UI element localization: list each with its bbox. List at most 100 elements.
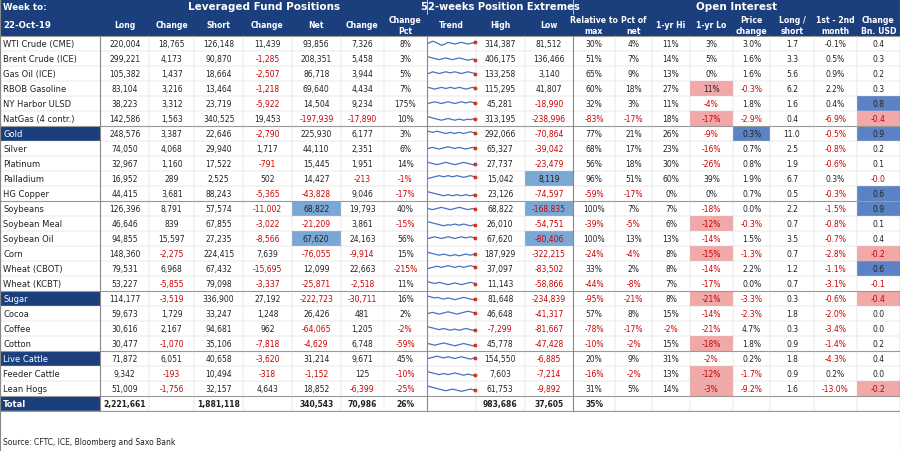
Text: 2.2: 2.2: [786, 205, 798, 213]
Text: 3,387: 3,387: [161, 130, 183, 139]
Text: -3%: -3%: [704, 384, 719, 393]
Text: 1.8%: 1.8%: [742, 339, 761, 348]
Text: 70,986: 70,986: [347, 399, 377, 408]
Text: 9%: 9%: [627, 70, 640, 79]
Text: -4%: -4%: [704, 100, 719, 109]
Text: 292,066: 292,066: [484, 130, 516, 139]
Text: -23,479: -23,479: [535, 160, 563, 169]
Text: 0.2%: 0.2%: [825, 369, 845, 378]
Text: 33,247: 33,247: [205, 309, 232, 318]
Text: Wheat (KCBT): Wheat (KCBT): [3, 279, 61, 288]
Text: 4,068: 4,068: [161, 145, 183, 154]
Bar: [857, 97, 900, 112]
Text: 8%: 8%: [627, 309, 639, 318]
Text: 0%: 0%: [706, 189, 717, 198]
Text: -4.3%: -4.3%: [824, 354, 846, 363]
Text: 26,010: 26,010: [487, 220, 514, 229]
Text: 0.2%: 0.2%: [742, 354, 761, 363]
Text: 26,426: 26,426: [303, 309, 329, 318]
Text: 3,216: 3,216: [161, 85, 183, 94]
Text: 1,881,118: 1,881,118: [197, 399, 240, 408]
Text: -12%: -12%: [702, 220, 721, 229]
Text: 16,952: 16,952: [112, 175, 138, 184]
Text: 51%: 51%: [626, 175, 642, 184]
Text: 52-weeks Position Extremes: 52-weeks Position Extremes: [421, 3, 580, 13]
Text: -21%: -21%: [624, 295, 644, 304]
Text: 1,563: 1,563: [161, 115, 183, 124]
Text: -70,864: -70,864: [535, 130, 563, 139]
Text: -18%: -18%: [702, 205, 721, 213]
Bar: [0, 246, 101, 262]
Text: -5%: -5%: [626, 220, 641, 229]
Text: 1.6: 1.6: [786, 100, 798, 109]
Text: 289: 289: [165, 175, 179, 184]
Text: Source: CFTC, ICE, Bloomberg and Saxo Bank: Source: CFTC, ICE, Bloomberg and Saxo Ba…: [3, 437, 176, 446]
Text: 88,243: 88,243: [205, 189, 232, 198]
Bar: [0, 127, 101, 142]
Text: 35,106: 35,106: [205, 339, 232, 348]
Bar: [101, 246, 900, 262]
Text: 0.3: 0.3: [872, 85, 885, 94]
Bar: [101, 172, 900, 187]
Text: 3%: 3%: [706, 40, 717, 49]
Text: Leveraged Fund Positions: Leveraged Fund Positions: [187, 3, 340, 13]
Text: 7,603: 7,603: [490, 369, 511, 378]
Text: -2.0%: -2.0%: [824, 309, 846, 318]
Text: -2,790: -2,790: [256, 130, 280, 139]
Text: -2,518: -2,518: [350, 279, 374, 288]
Text: 0.5%: 0.5%: [825, 55, 845, 64]
Text: 40%: 40%: [397, 205, 414, 213]
Text: 9,342: 9,342: [114, 369, 136, 378]
Text: Long: Long: [114, 22, 135, 30]
Bar: [101, 52, 900, 67]
Text: -10%: -10%: [396, 369, 415, 378]
Text: -3.1%: -3.1%: [824, 279, 846, 288]
Text: -8%: -8%: [626, 279, 641, 288]
Text: -10%: -10%: [584, 339, 604, 348]
Text: 0%: 0%: [665, 189, 677, 198]
Text: Platinum: Platinum: [3, 160, 40, 169]
Text: -13.0%: -13.0%: [822, 384, 849, 393]
Text: 60%: 60%: [662, 175, 680, 184]
Text: -1,285: -1,285: [256, 55, 280, 64]
Text: -5,855: -5,855: [159, 279, 184, 288]
Text: -14%: -14%: [702, 264, 721, 273]
Text: 15%: 15%: [662, 339, 680, 348]
Text: 340,543: 340,543: [299, 399, 333, 408]
Text: 1,729: 1,729: [161, 309, 183, 318]
Bar: [0, 336, 101, 351]
Text: -2%: -2%: [704, 354, 719, 363]
Text: -26%: -26%: [702, 160, 721, 169]
Bar: [101, 112, 900, 127]
Text: 224,415: 224,415: [203, 249, 234, 258]
Text: 6,177: 6,177: [351, 130, 374, 139]
Bar: [0, 396, 101, 411]
Text: 1-yr Lo: 1-yr Lo: [697, 22, 726, 30]
Text: 1,160: 1,160: [161, 160, 183, 169]
Text: 19,793: 19,793: [349, 205, 375, 213]
Text: -54,751: -54,751: [535, 220, 563, 229]
Text: -39%: -39%: [584, 220, 604, 229]
Text: -95%: -95%: [584, 295, 604, 304]
Text: -0.3%: -0.3%: [824, 189, 846, 198]
Text: 0.9%: 0.9%: [825, 70, 845, 79]
Text: 26%: 26%: [396, 399, 415, 408]
Bar: [0, 306, 101, 321]
Text: -0.6%: -0.6%: [824, 160, 846, 169]
Text: 22,646: 22,646: [205, 130, 232, 139]
Text: 0.3%: 0.3%: [742, 130, 761, 139]
Text: 3.5: 3.5: [786, 235, 798, 244]
Text: 13%: 13%: [662, 70, 680, 79]
Bar: [101, 381, 900, 396]
Text: 45,778: 45,778: [487, 339, 514, 348]
Text: 0.1: 0.1: [872, 220, 885, 229]
Text: 35%: 35%: [585, 399, 603, 408]
Text: 10,494: 10,494: [205, 369, 232, 378]
Text: 0.9: 0.9: [786, 369, 798, 378]
Text: 14,427: 14,427: [303, 175, 329, 184]
Text: Corn: Corn: [3, 249, 22, 258]
Text: 0.4: 0.4: [872, 354, 885, 363]
Text: 11%: 11%: [397, 279, 414, 288]
Text: 6%: 6%: [400, 145, 411, 154]
Bar: [101, 67, 900, 82]
